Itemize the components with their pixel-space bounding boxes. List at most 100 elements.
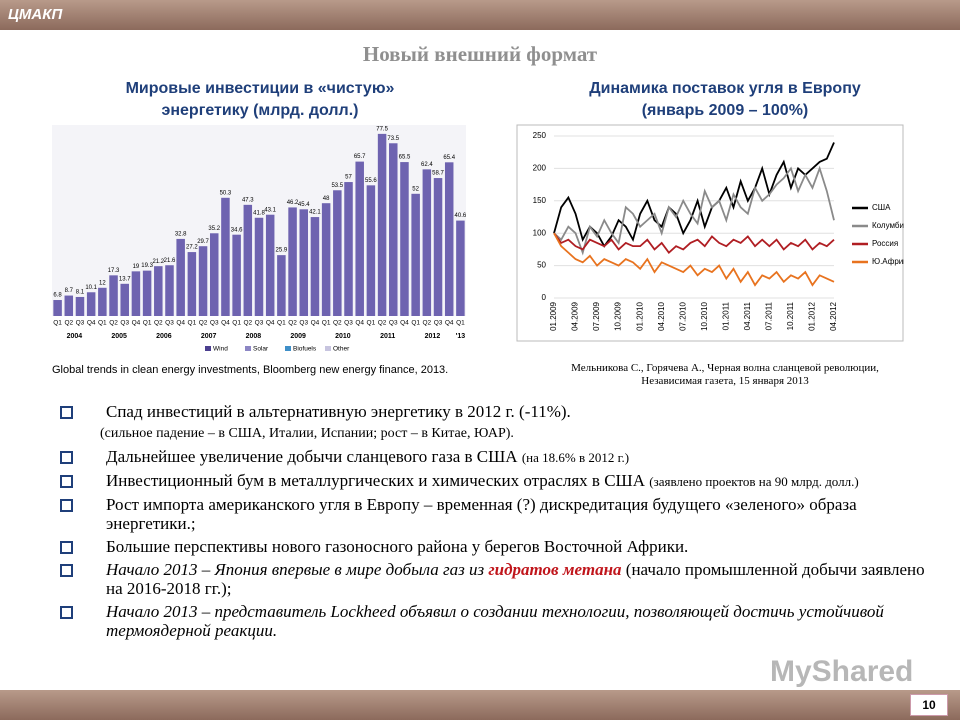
bullet-marker	[60, 499, 73, 512]
x-tick-label: Q3	[210, 320, 219, 327]
bullet-text: (сильное падение – в США, Италии, Испани…	[100, 426, 514, 441]
x-tick-label: 10.2010	[700, 301, 709, 330]
bullet-text: Рост импорта американского угля в Европу…	[106, 495, 857, 533]
bar	[98, 287, 107, 316]
year-label: 2010	[335, 333, 351, 340]
x-tick-label: Q3	[434, 320, 443, 327]
watermark: MyShared	[770, 655, 914, 688]
bullet: Начало 2013 – представитель Lockheed объ…	[60, 602, 930, 640]
value-label: 25.9	[276, 248, 288, 254]
bullet-text: Большие перспективы нового газоносного р…	[106, 537, 689, 556]
x-tick-label: Q4	[400, 320, 409, 327]
value-label: 17.3	[108, 268, 120, 274]
bar	[400, 162, 409, 316]
bar	[433, 178, 443, 316]
x-tick-label: Q3	[165, 320, 174, 327]
bar	[444, 162, 454, 316]
bullet: Большие перспективы нового газоносного р…	[60, 537, 930, 556]
x-tick-label: Q4	[87, 320, 96, 327]
bar	[187, 252, 197, 316]
value-label: 29.7	[197, 239, 209, 245]
value-label: 65.7	[354, 154, 366, 160]
bar	[154, 266, 163, 316]
x-tick-label: Q1	[322, 320, 331, 327]
line	[553, 232, 835, 287]
left-source: Global trends in clean energy investment…	[52, 364, 449, 376]
bar	[176, 238, 185, 316]
y-tick-label: 150	[533, 196, 547, 205]
bullet-text: (заявлено проектов на 90 млрд. долл.)	[649, 474, 859, 489]
bar	[221, 197, 230, 316]
x-tick-label: Q2	[154, 320, 163, 327]
y-tick-label: 200	[533, 164, 547, 173]
bullet-marker	[60, 406, 73, 419]
bullet: Спад инвестиций в альтернативную энергет…	[60, 402, 930, 443]
value-label: 41.8	[253, 210, 265, 216]
bullet-text: Дальнейшее увеличение добычи сланцевого …	[106, 447, 522, 466]
value-label: 32.8	[175, 231, 187, 237]
value-label: 10.1	[85, 285, 97, 291]
bullet-marker	[60, 451, 73, 464]
value-label: 21.2	[152, 259, 164, 265]
right-chart-title: Динамика поставок угля в Европу (январь 2…	[530, 78, 920, 122]
bullet-text: (на 18.6% в 2012 г.)	[521, 450, 630, 465]
legend-label: Biofuels	[293, 346, 317, 353]
line	[553, 165, 835, 256]
x-tick-label: Q4	[132, 320, 141, 327]
x-tick-label: Q1	[143, 320, 152, 327]
legend-swatch	[205, 346, 211, 351]
bullet-text: Начало 2013 – Япония впервые в мире добы…	[106, 560, 489, 579]
bullet-marker	[60, 541, 73, 554]
value-label: 13.7	[119, 276, 131, 282]
slide-title: Новый внешний формат	[362, 42, 598, 66]
legend-swatch	[285, 346, 291, 351]
bullet-list: Спад инвестиций в альтернативную энергет…	[60, 402, 930, 644]
bullet-marker	[60, 564, 73, 577]
x-tick-label: Q3	[120, 320, 129, 327]
bar	[232, 234, 241, 316]
value-label: 34.6	[231, 227, 243, 233]
value-label: 55.6	[365, 178, 377, 184]
value-label: 62.4	[421, 162, 433, 168]
x-tick-label: Q4	[266, 320, 275, 327]
x-tick-label: Q2	[288, 320, 297, 327]
title-line: Мировые инвестиции в «чистую»	[125, 80, 395, 97]
title-line: (январь 2009 – 100%)	[641, 102, 809, 119]
x-tick-label: Q3	[344, 320, 353, 327]
bullet: Дальнейшее увеличение добычи сланцевого …	[60, 447, 930, 467]
bullet-text: Спад инвестиций в альтернативную энергет…	[106, 402, 571, 421]
value-label: 73.5	[387, 136, 399, 142]
bar	[165, 265, 174, 316]
value-label: 57	[345, 175, 352, 181]
legend-label: США	[872, 203, 891, 212]
y-tick-label: 50	[537, 261, 546, 270]
x-tick-label: Q1	[277, 320, 286, 327]
year-label: 2006	[156, 333, 172, 340]
value-label: 46.2	[287, 200, 299, 206]
year-label: 2011	[380, 333, 395, 340]
x-tick-label: Q2	[378, 320, 387, 327]
year-label: 2004	[67, 333, 83, 340]
x-tick-label: Q3	[389, 320, 398, 327]
bullet: Инвестиционный бум в металлургических и …	[60, 471, 930, 491]
x-tick-label: Q2	[109, 320, 118, 327]
x-tick-label: Q1	[53, 320, 62, 327]
legend-swatch	[245, 346, 251, 351]
x-tick-label: Q2	[333, 320, 342, 327]
legend-label: Колумбия	[872, 221, 904, 230]
bar	[355, 161, 364, 316]
x-tick-label: Q1	[367, 320, 376, 327]
value-label: 65.5	[399, 155, 411, 161]
left-chart-title: Мировые инвестиции в «чистую» энергетику …	[60, 78, 460, 122]
bar	[265, 214, 275, 316]
x-tick-label: 04.2010	[657, 301, 666, 330]
x-tick-label: 01.2012	[808, 301, 817, 330]
x-tick-label: Q2	[199, 320, 208, 327]
x-tick-label: Q1	[456, 320, 465, 327]
x-tick-label: Q1	[188, 320, 197, 327]
value-label: 50.3	[220, 190, 232, 196]
x-tick-label: 10.2009	[614, 301, 623, 330]
bar	[321, 203, 331, 316]
year-label: 2005	[111, 333, 127, 340]
page-number: 10	[910, 694, 948, 716]
